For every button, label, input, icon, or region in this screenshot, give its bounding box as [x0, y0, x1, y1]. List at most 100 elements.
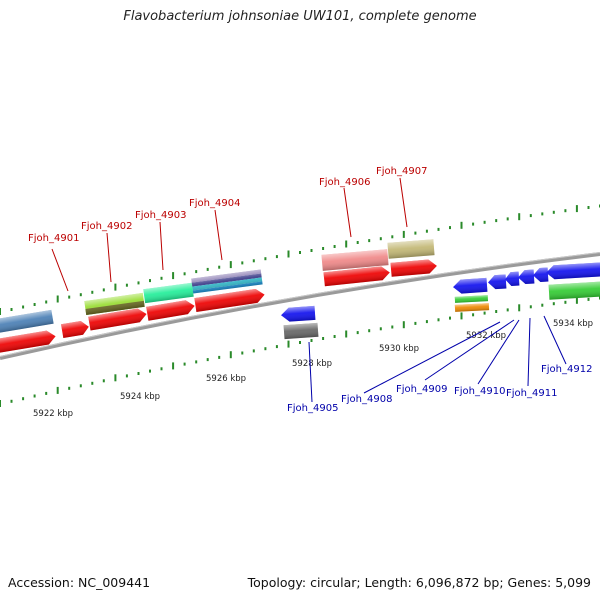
genome-backbone	[0, 252, 600, 360]
feature-block-fjoh-4907[interactable]	[387, 239, 435, 259]
minor-tick	[587, 206, 590, 209]
forward-labels: Fjoh_4901 Fjoh_4902 Fjoh_4903 Fjoh_4904 …	[28, 166, 427, 292]
gene-label-fjoh-4909[interactable]: Fjoh_4909	[396, 384, 447, 395]
minor-tick	[356, 331, 359, 335]
feature-block-fjoh-4904[interactable]	[191, 269, 263, 294]
genome-summary: Topology: circular; Length: 6,096,872 bp…	[247, 575, 591, 590]
minor-tick	[449, 316, 451, 320]
major-tick	[114, 283, 117, 291]
gene-arrow-fjoh-4905[interactable]	[281, 305, 316, 322]
major-tick	[287, 340, 290, 348]
leader-line	[106, 232, 112, 283]
minor-tick	[322, 247, 325, 250]
minor-tick	[218, 265, 221, 269]
gene-arrow-fjoh-4904[interactable]	[194, 288, 265, 312]
gene-arrow[interactable]	[0, 329, 57, 354]
minor-tick	[414, 231, 417, 235]
gene-label-fjoh-4902[interactable]: Fjoh_4902	[81, 221, 132, 232]
minor-tick	[264, 347, 267, 351]
minor-tick	[149, 279, 151, 283]
minor-tick	[195, 360, 198, 364]
minor-tick	[206, 267, 209, 271]
minor-tick	[10, 399, 13, 403]
feature-block-fjoh-4903[interactable]	[143, 282, 194, 304]
minor-tick	[552, 302, 555, 306]
major-tick	[56, 386, 59, 394]
minor-tick	[495, 219, 498, 223]
minor-tick	[299, 251, 301, 254]
leader-line	[399, 177, 408, 228]
minor-tick	[137, 281, 140, 285]
accession-label: Accession: NC_009441	[8, 575, 151, 590]
minor-tick	[160, 367, 163, 371]
minor-tick	[241, 261, 244, 265]
scale-label: 5922 kbp	[33, 409, 73, 419]
minor-tick	[149, 369, 151, 373]
leader-line	[477, 319, 520, 385]
leader-line	[159, 221, 164, 271]
leader-line	[308, 341, 313, 403]
gene-arrow-fjoh-4911[interactable]	[518, 269, 535, 285]
minor-tick	[10, 308, 13, 311]
gene-arrow-fjoh-4903[interactable]	[146, 299, 196, 321]
gene-arrow-fjoh-4907[interactable]	[390, 259, 437, 277]
minor-tick	[368, 329, 371, 333]
gene-label-fjoh-4911[interactable]: Fjoh_4911	[506, 388, 557, 399]
gene-label-fjoh-4901[interactable]: Fjoh_4901	[28, 233, 79, 244]
minor-tick	[252, 259, 255, 263]
minor-tick	[483, 311, 486, 315]
feature-block-fjoh-4909[interactable]	[454, 295, 489, 303]
gene-arrow-fjoh-4911b[interactable]	[533, 267, 549, 283]
gene-arrow-fjoh-4909[interactable]	[488, 274, 507, 290]
gene-arrow-fjoh-4910[interactable]	[505, 271, 520, 287]
gene-label-fjoh-4903[interactable]: Fjoh_4903	[135, 210, 186, 221]
minor-tick	[541, 212, 544, 216]
gene-label-fjoh-4912[interactable]: Fjoh_4912	[541, 364, 592, 375]
minor-tick	[529, 214, 532, 218]
minor-tick	[252, 349, 255, 353]
major-tick	[575, 296, 578, 304]
gene-label-fjoh-4904[interactable]: Fjoh_4904	[189, 198, 240, 209]
map-title: Flavobacterium johnsoniae UW101, complet…	[123, 9, 477, 24]
feature-block-fjoh-4906[interactable]	[321, 249, 389, 271]
leader-line	[543, 315, 567, 365]
minor-tick	[45, 391, 48, 395]
feature-block-fjoh-4905[interactable]	[283, 322, 319, 340]
gene-arrow-fjoh-4908[interactable]	[453, 277, 488, 294]
minor-tick	[45, 300, 48, 304]
reverse-labels: Fjoh_4905 Fjoh_4908 Fjoh_4909 Fjoh_4910 …	[287, 315, 592, 414]
minor-tick	[391, 325, 394, 329]
gene-arrow-fjoh-4912[interactable]	[546, 261, 600, 280]
major-tick	[172, 362, 175, 370]
leader-line	[424, 319, 515, 381]
feature-block-fjoh-4902[interactable]	[84, 292, 145, 315]
gene-label-fjoh-4907[interactable]: Fjoh_4907	[376, 166, 427, 177]
major-tick	[518, 213, 521, 221]
gene-label-fjoh-4908[interactable]: Fjoh_4908	[341, 394, 392, 405]
minor-tick	[552, 210, 555, 214]
feature-block[interactable]	[0, 309, 54, 334]
gene-label-fjoh-4905[interactable]: Fjoh_4905	[287, 403, 338, 414]
scale-label: 5928 kbp	[292, 359, 332, 369]
leader-line	[343, 187, 352, 238]
feature-block-fjoh-4912[interactable]	[548, 281, 600, 300]
leader-line	[51, 248, 69, 292]
feature-block-fjoh-4909b[interactable]	[454, 303, 490, 312]
minor-tick	[425, 229, 428, 233]
minor-tick	[379, 327, 382, 331]
gene-arrow-fjoh-4906[interactable]	[323, 265, 390, 287]
major-tick	[56, 295, 59, 303]
minor-tick	[368, 239, 371, 243]
gene-arrow-fjoh-4901[interactable]	[61, 320, 90, 339]
major-tick	[229, 261, 232, 269]
minor-tick	[102, 288, 105, 292]
major-tick	[172, 272, 175, 280]
major-tick	[345, 240, 348, 248]
minor-tick	[299, 341, 301, 344]
gene-label-fjoh-4906[interactable]: Fjoh_4906	[319, 177, 370, 188]
minor-tick	[264, 257, 267, 261]
gene-label-fjoh-4910[interactable]: Fjoh_4910	[454, 386, 505, 397]
gene-arrow-fjoh-4902[interactable]	[88, 307, 148, 331]
major-tick	[287, 250, 290, 258]
